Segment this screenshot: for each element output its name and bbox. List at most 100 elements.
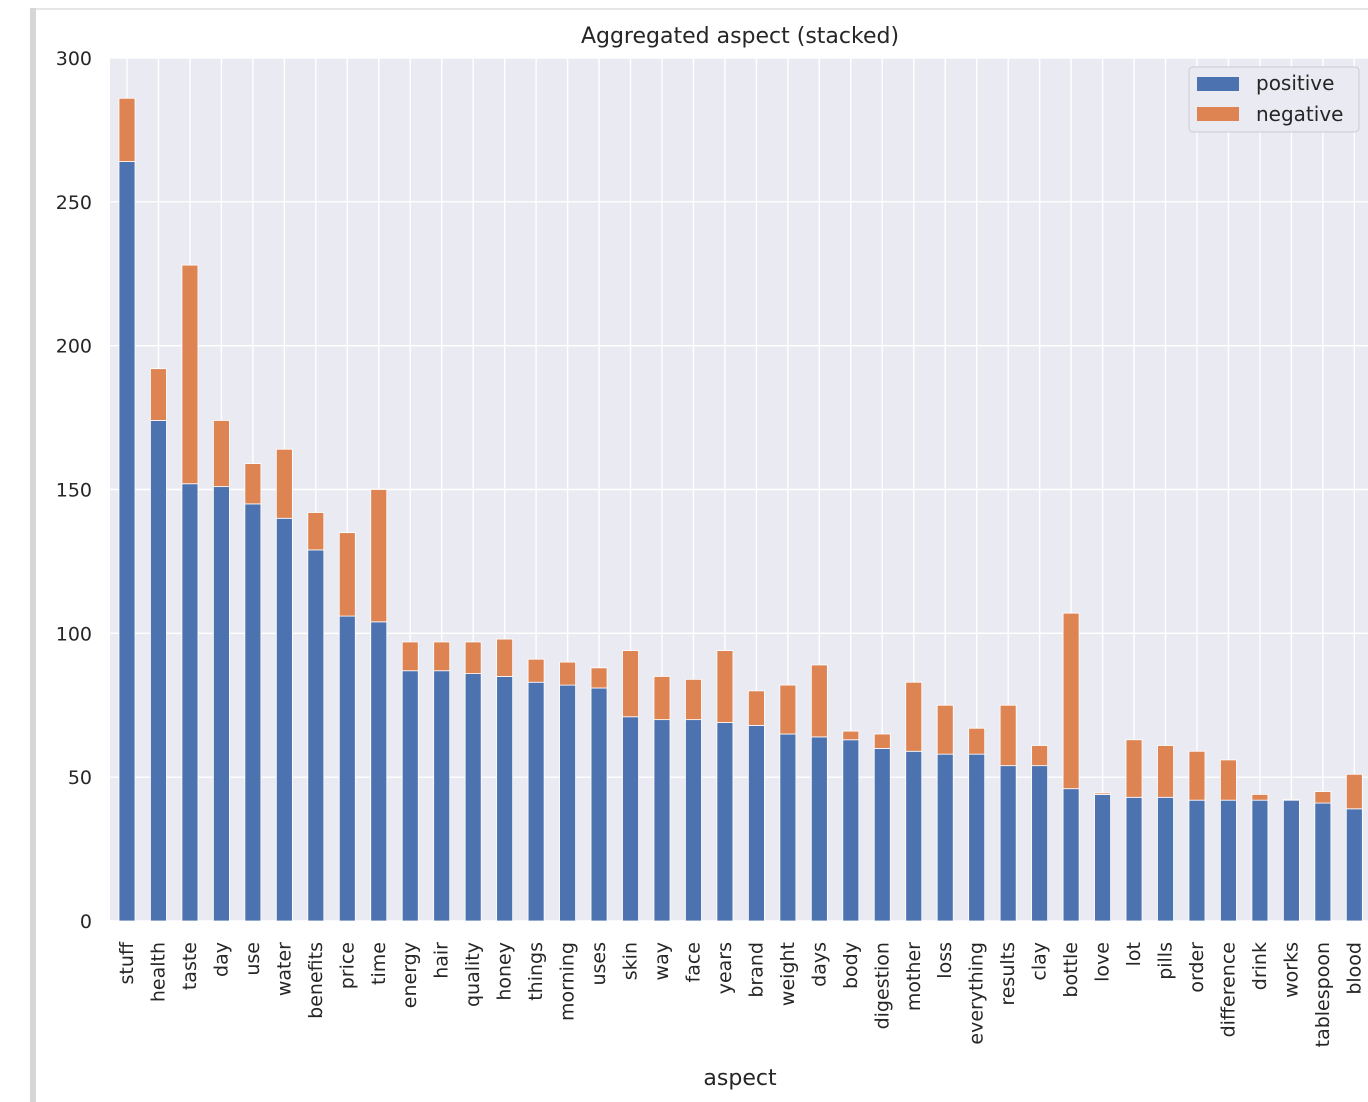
x-tick-label: price bbox=[336, 942, 358, 989]
bar-negative-taste bbox=[182, 265, 198, 484]
x-tick-label: quality bbox=[462, 942, 484, 1007]
bar-negative-day bbox=[213, 420, 229, 486]
bar-positive-blood bbox=[1346, 809, 1362, 921]
bar-negative-bottle bbox=[1063, 613, 1079, 788]
bar-positive-days bbox=[811, 737, 827, 921]
x-tick-label: face bbox=[682, 942, 704, 982]
x-tick-label: morning bbox=[557, 942, 579, 1021]
bar-positive-everything bbox=[969, 754, 985, 921]
x-tick-label: weight bbox=[777, 942, 799, 1006]
legend-label-positive: positive bbox=[1256, 71, 1334, 95]
bar-positive-stuff bbox=[119, 162, 135, 921]
bar-positive-time bbox=[371, 622, 387, 921]
y-tick-label: 150 bbox=[56, 480, 92, 502]
bar-positive-difference bbox=[1220, 800, 1236, 921]
bar-positive-results bbox=[1000, 766, 1016, 921]
bar-positive-price bbox=[339, 616, 355, 921]
bar-negative-everything bbox=[969, 728, 985, 754]
bar-positive-day bbox=[213, 487, 229, 921]
bar-negative-skin bbox=[623, 651, 639, 717]
bar-positive-lot bbox=[1126, 797, 1142, 921]
bar-negative-works bbox=[1283, 799, 1299, 800]
legend-swatch-positive bbox=[1197, 77, 1239, 91]
x-tick-label: body bbox=[840, 942, 862, 989]
x-tick-label: use bbox=[242, 942, 264, 976]
bar-negative-clay bbox=[1032, 746, 1048, 766]
y-tick-label: 0 bbox=[80, 911, 92, 933]
bar-negative-morning bbox=[560, 662, 576, 685]
y-tick-label: 250 bbox=[56, 192, 92, 214]
bar-positive-honey bbox=[497, 676, 513, 921]
x-axis-ticks: stuff health taste day use water benefits price… bbox=[116, 941, 1365, 1047]
bar-negative-health bbox=[150, 369, 166, 421]
x-tick-label: energy bbox=[399, 942, 421, 1008]
bar-positive-hair bbox=[434, 671, 450, 921]
x-tick-label: drink bbox=[1249, 942, 1271, 990]
legend: positive negative bbox=[1189, 67, 1359, 132]
x-tick-label: time bbox=[368, 942, 390, 985]
bar-negative-body bbox=[843, 731, 859, 740]
x-tick-label: order bbox=[1186, 942, 1208, 993]
bar-negative-stuff bbox=[119, 98, 135, 161]
y-axis-ticks: 0 50 100 150 200 250 300 bbox=[56, 48, 92, 933]
bar-positive-bottle bbox=[1063, 789, 1079, 921]
x-tick-label: bottle bbox=[1060, 942, 1082, 998]
bar-negative-use bbox=[245, 464, 261, 504]
x-tick-label: benefits bbox=[305, 942, 327, 1019]
x-tick-label: loss bbox=[934, 942, 956, 979]
x-tick-label: digestion bbox=[871, 942, 893, 1029]
bar-positive-way bbox=[654, 720, 670, 921]
bar-positive-health bbox=[150, 420, 166, 921]
x-tick-label: blood bbox=[1343, 942, 1365, 995]
figure-border-top bbox=[36, 8, 1368, 10]
x-tick-label: mother bbox=[903, 942, 925, 1011]
x-axis-title: aspect bbox=[703, 1066, 777, 1091]
bar-positive-years bbox=[717, 723, 733, 921]
y-tick-label: 200 bbox=[56, 336, 92, 358]
bar-negative-blood bbox=[1346, 774, 1362, 809]
x-tick-label: skin bbox=[620, 942, 642, 980]
bar-negative-energy bbox=[402, 642, 418, 671]
y-tick-label: 50 bbox=[68, 767, 92, 789]
bar-negative-tablespoon bbox=[1315, 792, 1331, 804]
x-tick-label: lot bbox=[1123, 942, 1145, 966]
x-tick-label: everything bbox=[966, 942, 988, 1045]
bar-negative-quality bbox=[465, 642, 481, 674]
bar-positive-clay bbox=[1032, 766, 1048, 921]
figure-margin bbox=[0, 0, 30, 1102]
x-tick-label: brand bbox=[745, 942, 767, 998]
bar-negative-way bbox=[654, 676, 670, 719]
bar-positive-drink bbox=[1252, 800, 1268, 921]
bar-positive-water bbox=[276, 518, 292, 921]
bar-negative-things bbox=[528, 659, 544, 682]
y-tick-label: 300 bbox=[56, 48, 92, 70]
bar-negative-drink bbox=[1252, 794, 1268, 800]
x-tick-label: days bbox=[808, 942, 830, 987]
x-tick-label: things bbox=[525, 942, 547, 1001]
x-tick-label: water bbox=[273, 942, 295, 996]
x-tick-label: love bbox=[1092, 942, 1114, 982]
x-tick-label: way bbox=[651, 942, 673, 980]
bar-negative-loss bbox=[937, 705, 953, 754]
bar-negative-days bbox=[811, 665, 827, 737]
bar-positive-loss bbox=[937, 754, 953, 921]
bar-positive-uses bbox=[591, 688, 607, 921]
x-tick-label: tablespoon bbox=[1312, 942, 1334, 1047]
bar-positive-benefits bbox=[308, 550, 324, 921]
x-tick-label: years bbox=[714, 942, 736, 994]
bar-positive-use bbox=[245, 504, 261, 921]
bar-negative-lot bbox=[1126, 740, 1142, 798]
bar-negative-love bbox=[1095, 793, 1111, 794]
x-tick-label: honey bbox=[494, 942, 516, 1001]
x-tick-label: difference bbox=[1217, 942, 1239, 1037]
bar-negative-benefits bbox=[308, 513, 324, 550]
bar-positive-taste bbox=[182, 484, 198, 921]
bar-positive-works bbox=[1283, 800, 1299, 921]
x-tick-label: hair bbox=[431, 942, 453, 979]
bar-positive-face bbox=[685, 720, 701, 921]
bar-negative-honey bbox=[497, 639, 513, 676]
bar-positive-skin bbox=[623, 717, 639, 921]
bar-negative-pills bbox=[1158, 746, 1174, 798]
